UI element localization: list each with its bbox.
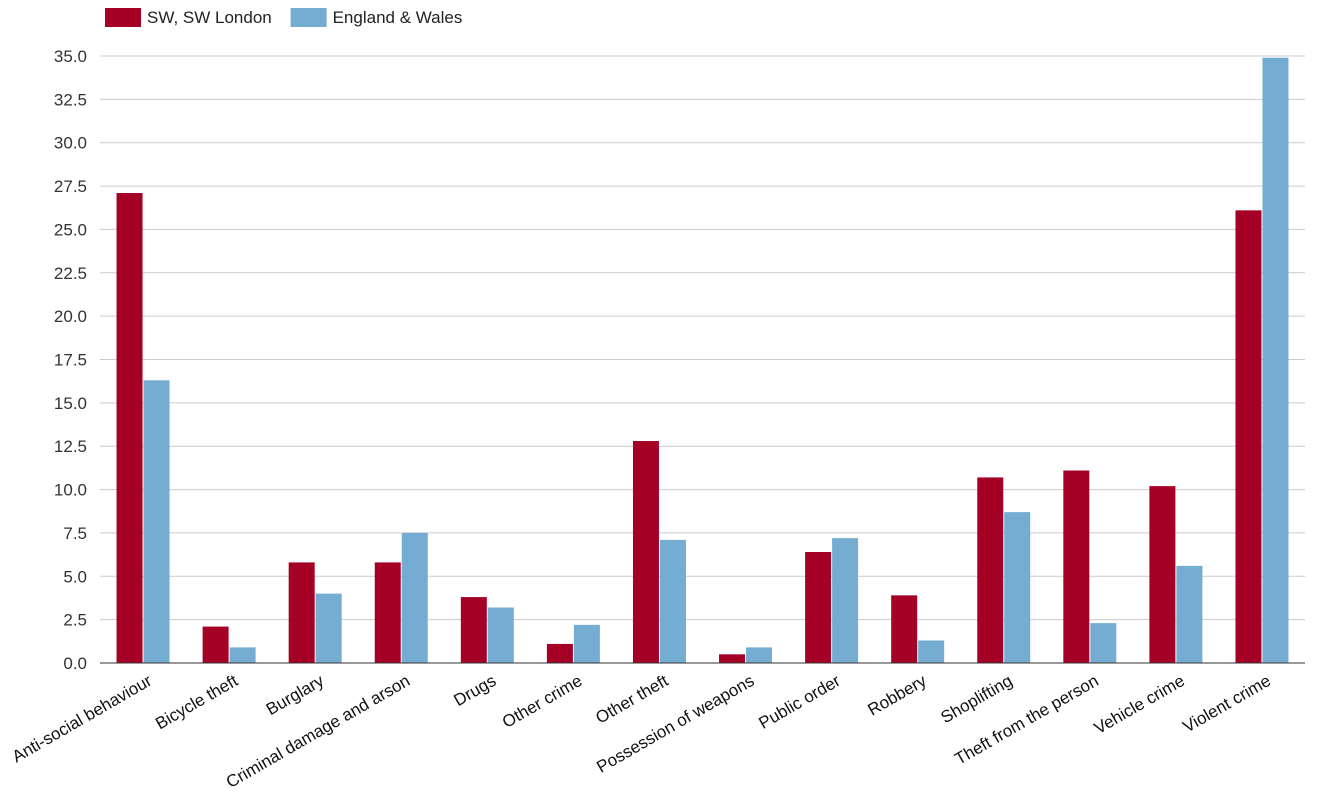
bar-local-0 <box>116 193 143 663</box>
bar-national-2 <box>315 593 342 663</box>
y-tick-label: 22.5 <box>54 264 87 283</box>
bar-local-9 <box>891 595 918 663</box>
y-tick-label: 7.5 <box>63 524 87 543</box>
category-label-5: Other crime <box>499 671 585 732</box>
y-tick-label: 12.5 <box>54 437 87 456</box>
y-tick-label: 20.0 <box>54 307 87 326</box>
category-label-6: Other theft <box>592 671 671 728</box>
bar-national-8 <box>832 538 859 663</box>
category-label-10: Shoplifting <box>937 671 1015 727</box>
legend-swatch-1 <box>290 8 327 27</box>
bar-national-3 <box>401 532 428 663</box>
y-tick-label: 17.5 <box>54 351 87 370</box>
bar-local-5 <box>546 643 573 663</box>
category-label-13: Violent crime <box>1180 671 1274 736</box>
bar-local-6 <box>632 441 659 663</box>
y-tick-label: 25.0 <box>54 220 87 239</box>
y-tick-label: 35.0 <box>54 47 87 66</box>
bar-local-1 <box>202 626 229 663</box>
bar-local-7 <box>719 654 746 663</box>
category-label-11: Theft from the person <box>952 671 1102 769</box>
y-tick-label: 10.0 <box>54 481 87 500</box>
legend-label-0: SW, SW London <box>147 8 272 27</box>
y-tick-label: 32.5 <box>54 90 87 109</box>
bar-local-10 <box>977 477 1004 663</box>
bar-national-11 <box>1090 623 1117 663</box>
category-label-8: Public order <box>756 671 844 733</box>
category-label-0: Anti-social behaviour <box>9 671 155 767</box>
gridlines <box>100 55 1305 621</box>
bar-local-13 <box>1235 210 1262 663</box>
bar-national-0 <box>143 380 170 663</box>
bar-national-13 <box>1262 57 1289 663</box>
bar-national-6 <box>659 539 686 663</box>
y-axis-ticks: 0.0 2.5 5.0 7.5 10.0 12.5 15.0 17.5 20.0 22.5 25.0… <box>54 47 87 673</box>
y-tick-label: 30.0 <box>54 134 87 153</box>
bar-local-12 <box>1149 486 1176 663</box>
category-label-9: Robbery <box>865 671 931 720</box>
y-tick-label: 0.0 <box>63 654 87 673</box>
category-label-12: Vehicle crime <box>1091 671 1188 738</box>
category-label-7: Possession of weapons <box>593 671 757 777</box>
y-tick-label: 2.5 <box>63 611 87 630</box>
bar-local-3 <box>374 562 401 663</box>
legend: SW, SW London England & Wales <box>105 8 462 27</box>
y-tick-label: 27.5 <box>54 177 87 196</box>
bar-local-2 <box>288 562 315 663</box>
bar-national-9 <box>918 640 945 663</box>
y-tick-label: 15.0 <box>54 394 87 413</box>
bar-national-10 <box>1004 512 1031 663</box>
category-label-4: Drugs <box>451 671 500 710</box>
bar-national-7 <box>746 647 773 663</box>
category-label-1: Bicycle theft <box>152 671 241 733</box>
bar-national-12 <box>1176 565 1203 663</box>
category-label-2: Burglary <box>263 671 328 719</box>
y-tick-label: 5.0 <box>63 567 87 586</box>
bar-national-5 <box>573 624 600 663</box>
bar-national-1 <box>229 647 256 663</box>
bars <box>116 57 1289 663</box>
legend-label-1: England & Wales <box>333 8 463 27</box>
bar-local-11 <box>1063 470 1090 663</box>
bar-local-4 <box>460 597 487 663</box>
legend-swatch-0 <box>105 8 141 27</box>
bar-national-4 <box>487 607 514 663</box>
bar-local-8 <box>805 552 832 663</box>
